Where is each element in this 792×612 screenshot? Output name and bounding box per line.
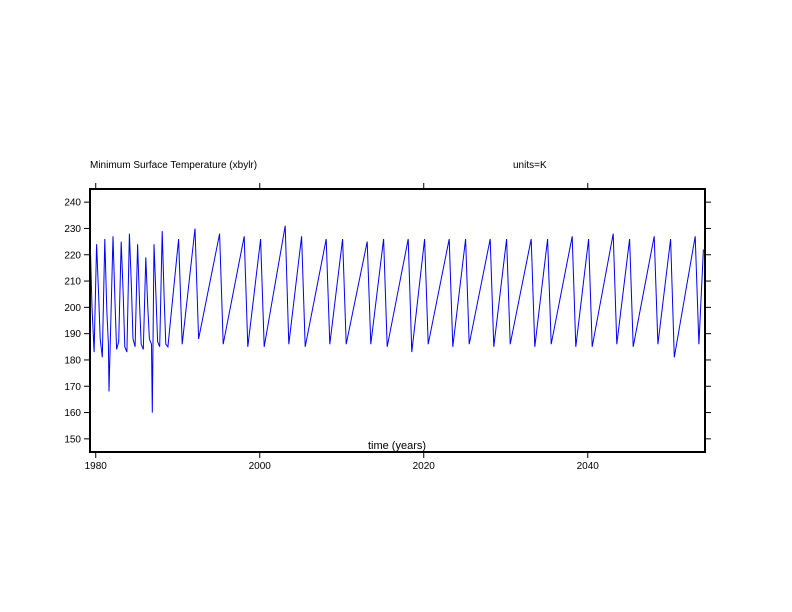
y-tick-label: 180 (64, 355, 81, 366)
x-tick-label: 2040 (577, 461, 600, 472)
x-tick-label: 1980 (85, 461, 108, 472)
y-tick-label: 220 (64, 250, 81, 261)
y-tick-label: 230 (64, 224, 81, 235)
y-tick-label: 190 (64, 329, 81, 340)
y-tick-label: 160 (64, 408, 81, 419)
y-tick-label: 210 (64, 277, 81, 288)
ticks-group: 150 160 170 180 190 200 210 220 230 240 1980 2000 20… (64, 183, 711, 472)
chart-title: Minimum Surface Temperature (xbylr) (90, 160, 257, 171)
x-axis-label: time (years) (368, 440, 426, 452)
x-tick-label: 2020 (413, 461, 436, 472)
series-group (89, 225, 704, 413)
y-tick-label: 170 (64, 382, 81, 393)
series-line-0 (89, 225, 704, 413)
y-tick-label: 240 (64, 198, 81, 209)
plot-frame (89, 188, 706, 453)
y-tick-label: 150 (64, 434, 81, 445)
y-tick-label: 200 (64, 303, 81, 314)
units-label: units=K (513, 160, 547, 171)
x-tick-label: 2000 (249, 461, 272, 472)
